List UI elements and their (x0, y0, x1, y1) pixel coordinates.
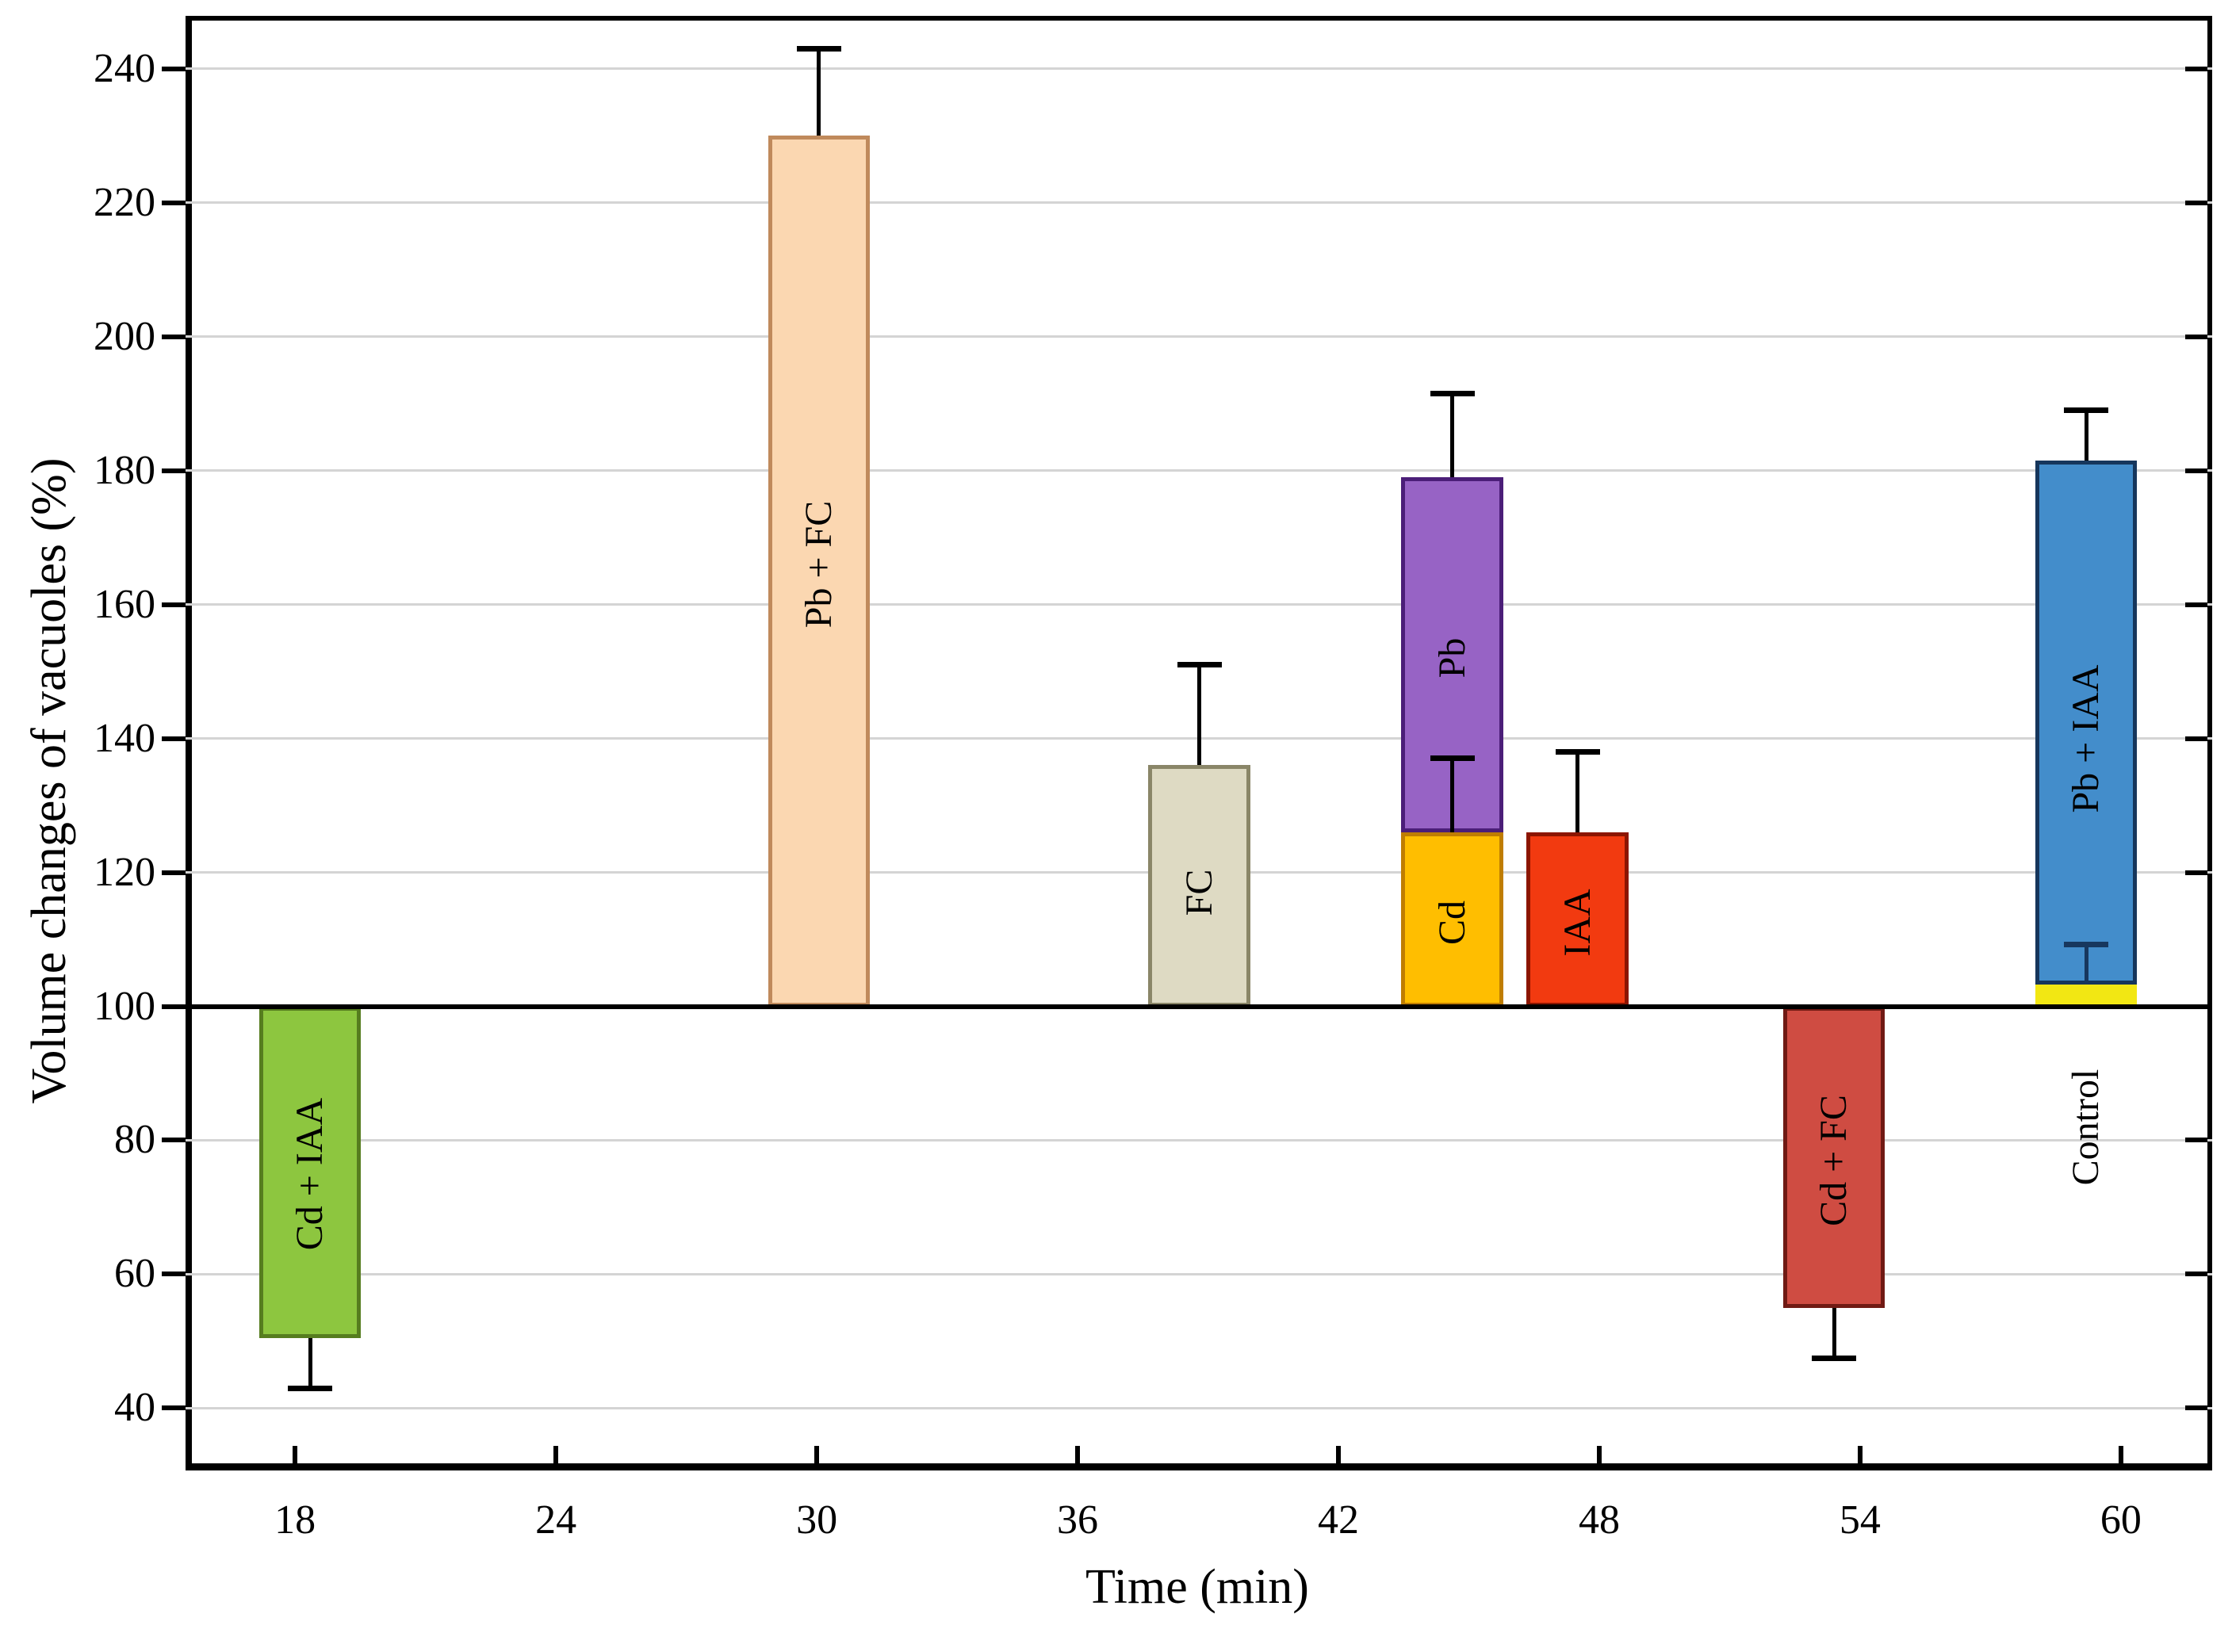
y-tick-right-40 (2185, 1405, 2207, 1411)
y-tick-right-180 (2185, 468, 2207, 473)
bar-segment-control-with-pb-+-iaa-stacked (2035, 985, 2138, 1007)
y-tick-right-160 (2185, 602, 2207, 607)
x-tick-label-60: 60 (2100, 1497, 2142, 1543)
error-bar-cap (796, 45, 841, 52)
y-tick-80 (162, 1138, 186, 1143)
bar-label-cd: Cd (1430, 900, 1473, 945)
x-tick-36 (1075, 1446, 1081, 1463)
x-tick-label-36: 36 (1057, 1497, 1099, 1543)
x-tick-60 (2118, 1446, 2123, 1463)
y-tick-240 (162, 66, 186, 71)
bar-segment-pb-+-iaa (2035, 460, 2138, 985)
y-tick-label-100: 100 (94, 983, 155, 1029)
bar-segment-cd-+-iaa (259, 1006, 362, 1338)
y-tick-label-160: 160 (94, 581, 155, 627)
x-tick-label-42: 42 (1317, 1497, 1359, 1543)
error-bar-cap (1555, 748, 1600, 755)
x-tick-30 (814, 1446, 820, 1463)
bar-segment-cd (1401, 832, 1503, 1007)
y-tick-label-120: 120 (94, 849, 155, 895)
x-tick-24 (553, 1446, 559, 1463)
y-tick-180 (162, 468, 186, 473)
y-tick-200 (162, 334, 186, 339)
y-tick-120 (162, 870, 186, 875)
y-tick-label-220: 220 (94, 179, 155, 225)
y-tick-140 (162, 736, 186, 741)
y-tick-right-80 (2185, 1138, 2207, 1143)
error-bar-cap (1177, 662, 1222, 668)
x-tick-label-48: 48 (1578, 1497, 1620, 1543)
bar-label-control: Control (2065, 1069, 2107, 1185)
y-tick-label-40: 40 (114, 1385, 155, 1431)
gridline-y-160 (186, 603, 2212, 606)
gridline-y-60 (186, 1272, 2212, 1275)
bar-segment-iaa (1526, 832, 1629, 1007)
gridline-y-220 (186, 201, 2212, 205)
error-bar-line (1575, 751, 1580, 832)
error-bar-line (1197, 664, 1202, 766)
y-tick-label-80: 80 (114, 1117, 155, 1163)
y-tick-40 (162, 1405, 186, 1411)
gridline-y-80 (186, 1138, 2212, 1141)
y-tick-60 (162, 1272, 186, 1277)
error-bar-cap (2064, 942, 2108, 948)
bar-label-pb-+-iaa: Pb + IAA (2065, 664, 2107, 813)
bar-label-cd-+-iaa: Cd + IAA (289, 1097, 331, 1250)
y-tick-label-140: 140 (94, 715, 155, 761)
error-bar-line (817, 48, 821, 136)
error-bar-line (2084, 944, 2088, 985)
x-tick-label-18: 18 (274, 1497, 316, 1543)
y-tick-right-200 (2185, 334, 2207, 339)
x-tick-48 (1596, 1446, 1602, 1463)
bar-segment-fc (1148, 765, 1250, 1007)
y-tick-220 (162, 200, 186, 205)
error-bar-cap (1812, 1355, 1856, 1361)
baseline-100 (186, 1004, 2212, 1009)
bar-label-fc: FC (1177, 869, 1220, 916)
y-tick-right-240 (2185, 66, 2207, 71)
bar-label-pb-+-fc: Pb + FC (797, 500, 840, 629)
bar-label-pb: Pb (1430, 637, 1473, 679)
bar-label-cd-+-fc: Cd + FC (1813, 1094, 1855, 1226)
y-tick-right-220 (2185, 200, 2207, 205)
y-tick-100 (162, 1004, 186, 1009)
y-tick-label-240: 240 (94, 45, 155, 91)
x-tick-label-30: 30 (796, 1497, 838, 1543)
gridline-y-180 (186, 469, 2212, 472)
error-bar-cap (2064, 407, 2108, 414)
y-tick-label-180: 180 (94, 447, 155, 493)
error-bar-line (1450, 758, 1455, 832)
bar-segment-pb-+-fc (768, 136, 870, 1007)
error-bar-line (308, 1337, 312, 1389)
x-tick-18 (293, 1446, 298, 1463)
gridline-y-240 (186, 67, 2212, 71)
bar-label-iaa: IAA (1556, 889, 1598, 957)
error-bar-cap (1430, 390, 1475, 396)
error-bar-cap (288, 1385, 333, 1391)
y-tick-right-60 (2185, 1272, 2207, 1277)
y-tick-label-60: 60 (114, 1251, 155, 1297)
x-tick-42 (1335, 1446, 1341, 1463)
error-bar-line (2084, 410, 2088, 461)
y-tick-right-120 (2185, 870, 2207, 875)
y-tick-right-140 (2185, 736, 2207, 741)
x-tick-54 (1857, 1446, 1863, 1463)
error-bar-cap (1430, 755, 1475, 762)
x-tick-label-24: 24 (535, 1497, 577, 1543)
bar-segment-cd-+-fc (1782, 1006, 1886, 1308)
gridline-y-200 (186, 335, 2212, 338)
gridline-y-40 (186, 1406, 2212, 1409)
x-axis-title: Time (min) (1085, 1560, 1309, 1614)
y-tick-160 (162, 602, 186, 607)
error-bar-line (1832, 1307, 1836, 1359)
x-tick-label-54: 54 (1839, 1497, 1881, 1543)
error-bar-line (1450, 393, 1455, 478)
y-tick-label-200: 200 (94, 313, 155, 359)
